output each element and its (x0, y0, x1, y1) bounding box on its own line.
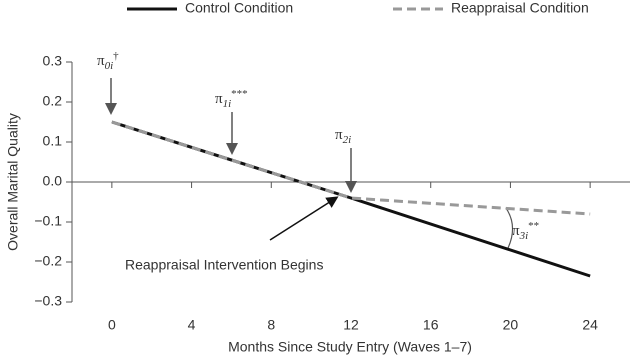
y-tick-label: −0.3 (34, 293, 62, 309)
subscript: 3i (519, 230, 529, 242)
superscript: † (113, 50, 119, 62)
series-line (111, 120, 591, 278)
y-tick-label: −0.2 (34, 253, 62, 269)
symbol: π (97, 53, 105, 69)
y-tick-label: 0.1 (43, 133, 63, 149)
x-tick-label: 8 (267, 317, 275, 333)
subscript: 0i (105, 60, 114, 72)
subscript: 2i (343, 134, 352, 146)
annotation-label: π2i (335, 127, 351, 145)
superscript: ** (528, 220, 539, 232)
symbol: π (512, 223, 520, 239)
x-axis-title: Months Since Study Entry (Waves 1–7) (228, 339, 472, 355)
symbol: π (215, 91, 223, 107)
annotation-label: π3i** (512, 220, 539, 242)
x-tick-label: 16 (423, 317, 439, 333)
angle-arc (505, 207, 514, 249)
x-tick-label: 20 (503, 317, 519, 333)
x-tick-label: 4 (188, 317, 196, 333)
x-tick-label: 24 (582, 317, 598, 333)
y-tick-label: 0.3 (43, 53, 63, 69)
y-tick-label: −0.1 (34, 213, 62, 229)
symbol: π (335, 127, 343, 143)
superscript: *** (231, 88, 248, 100)
annotation-label: π1i*** (215, 88, 248, 110)
legend-label: Reappraisal Condition (451, 0, 589, 16)
subscript: 1i (223, 98, 232, 110)
series-line (111, 120, 591, 216)
legend-label: Control Condition (185, 0, 293, 16)
annotation: Reappraisal Intervention Begins (125, 257, 323, 273)
y-tick-label: 0.0 (43, 173, 63, 189)
x-tick-label: 12 (343, 317, 359, 333)
y-tick-label: 0.2 (43, 93, 63, 109)
y-axis-title: Overall Marital Quality (5, 113, 21, 251)
annotation-arrow (269, 196, 339, 241)
x-tick-label: 0 (108, 317, 116, 333)
annotation-label: π0i† (97, 50, 119, 72)
